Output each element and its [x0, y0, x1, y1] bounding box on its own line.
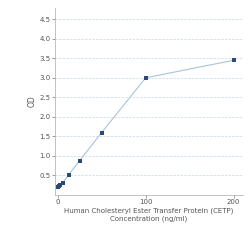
Point [232, 58, 236, 62]
Point [61, 180, 65, 184]
Point [100, 130, 104, 134]
Point [78, 159, 82, 163]
Point [57, 184, 61, 188]
Point [144, 76, 148, 80]
Point [58, 183, 62, 187]
Point [67, 173, 71, 177]
Y-axis label: OD: OD [28, 95, 37, 107]
X-axis label: Human Cholesteryl Ester Transfer Protein (CETP)
Concentration (ng/ml): Human Cholesteryl Ester Transfer Protein… [64, 208, 234, 222]
Point [56, 185, 60, 189]
